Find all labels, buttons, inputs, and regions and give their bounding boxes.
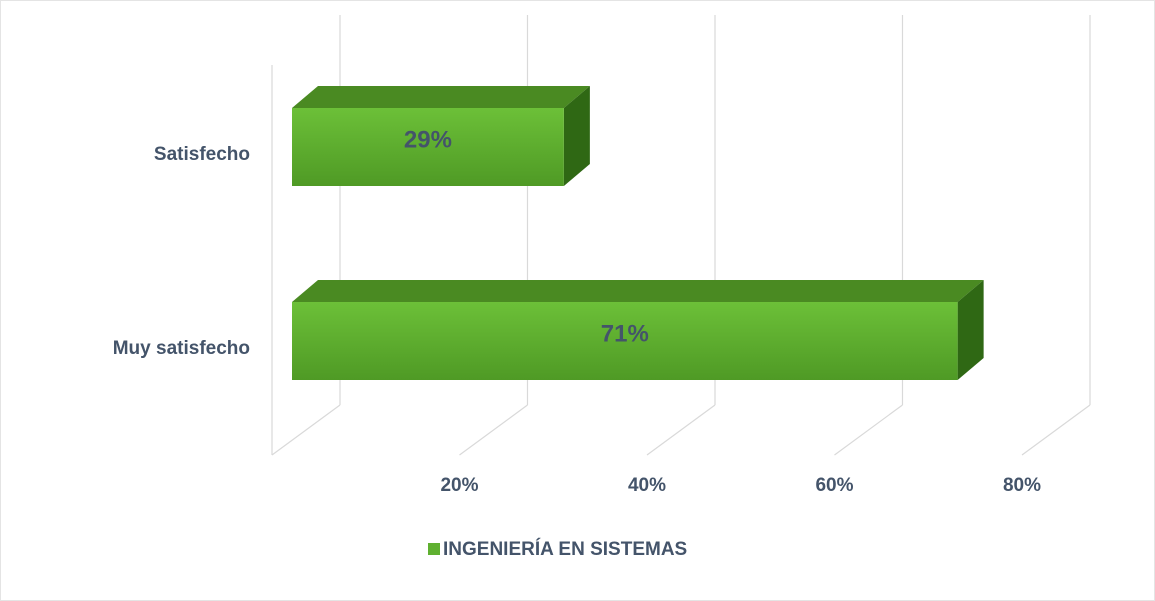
x-tick-label: 60% [815,475,853,496]
data-label: 71% [601,320,649,347]
grid-line [834,404,903,456]
y-tick-label: Satisfecho [154,144,250,165]
bar-side [957,280,984,380]
legend-swatch [428,543,440,555]
x-tick-label: 20% [440,475,478,496]
grid-line [271,404,341,456]
x-tick-label: 40% [628,475,666,496]
bar [292,108,564,186]
grid-line [459,404,528,456]
legend-label: INGENIERÍA EN SISTEMAS [443,538,687,560]
grid-line [646,404,716,456]
x-tick-label: 80% [1003,475,1041,496]
bar-top [292,280,984,302]
bar [292,302,958,380]
y-tick-label: Muy satisfecho [113,338,250,359]
bar-side [563,86,590,186]
data-label: 29% [404,126,452,153]
grid-line [1021,404,1091,456]
bar-top [292,86,590,108]
